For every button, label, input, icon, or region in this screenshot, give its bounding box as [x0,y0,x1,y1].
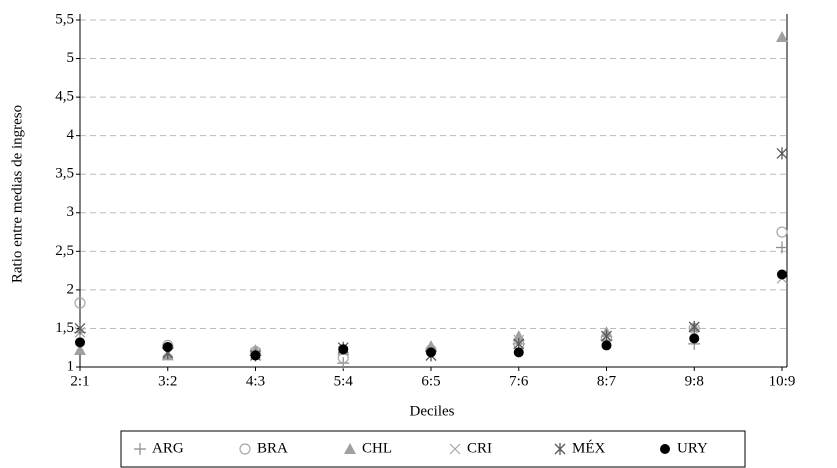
y-tick-label: 4 [67,127,75,143]
point [162,341,173,352]
x-tick-label: 6:5 [421,373,440,389]
y-tick-label: 5 [67,50,75,66]
x-tick-label: 2:1 [70,373,89,389]
x-tick-label: 4:3 [246,373,265,389]
legend-marker [660,444,670,454]
y-tick-label: 2,5 [55,243,74,259]
point [75,337,85,348]
point [512,330,525,342]
legend-label: URY [677,440,708,456]
point [74,322,86,335]
point [776,226,788,238]
point [250,350,261,361]
legend-marker [134,443,146,455]
point [513,347,524,358]
y-tick-label: 1,5 [55,320,74,336]
legend-label: CHL [362,440,392,456]
legend-marker [554,443,566,455]
point [338,344,349,355]
y-tick-label: 3,5 [55,166,74,182]
point [689,333,700,344]
legend-marker [449,443,461,455]
legend-marker [344,443,356,454]
legend-box [120,430,746,468]
y-axis-label: Ratio entre medias de ingreso [9,105,25,283]
point [777,269,787,280]
y-tick-label: 1 [67,358,75,374]
point [776,30,788,42]
point [601,330,612,343]
point [74,297,86,309]
point [601,340,612,351]
point [776,241,788,254]
x-tick-label: 10:9 [769,373,796,389]
legend-label: CRI [467,440,492,456]
legend-label: MÉX [572,439,606,456]
legend-label: BRA [257,440,288,456]
x-tick-label: 9:8 [685,373,704,389]
point [426,347,436,358]
x-tick-label: 7:6 [509,373,529,389]
x-tick-label: 3:2 [158,373,177,389]
point [688,320,700,333]
y-tick-label: 4,5 [55,89,74,105]
point [776,147,788,160]
x-tick-label: 8:7 [597,373,617,389]
y-tick-label: 2 [67,281,75,297]
y-tick-label: 3 [67,204,75,220]
legend-label: ARG [152,440,184,456]
x-axis-label: Deciles [410,403,455,419]
x-tick-label: 5:4 [334,373,354,389]
y-tick-label: 5,5 [55,11,74,27]
point [74,344,86,356]
legend-marker [239,443,251,455]
